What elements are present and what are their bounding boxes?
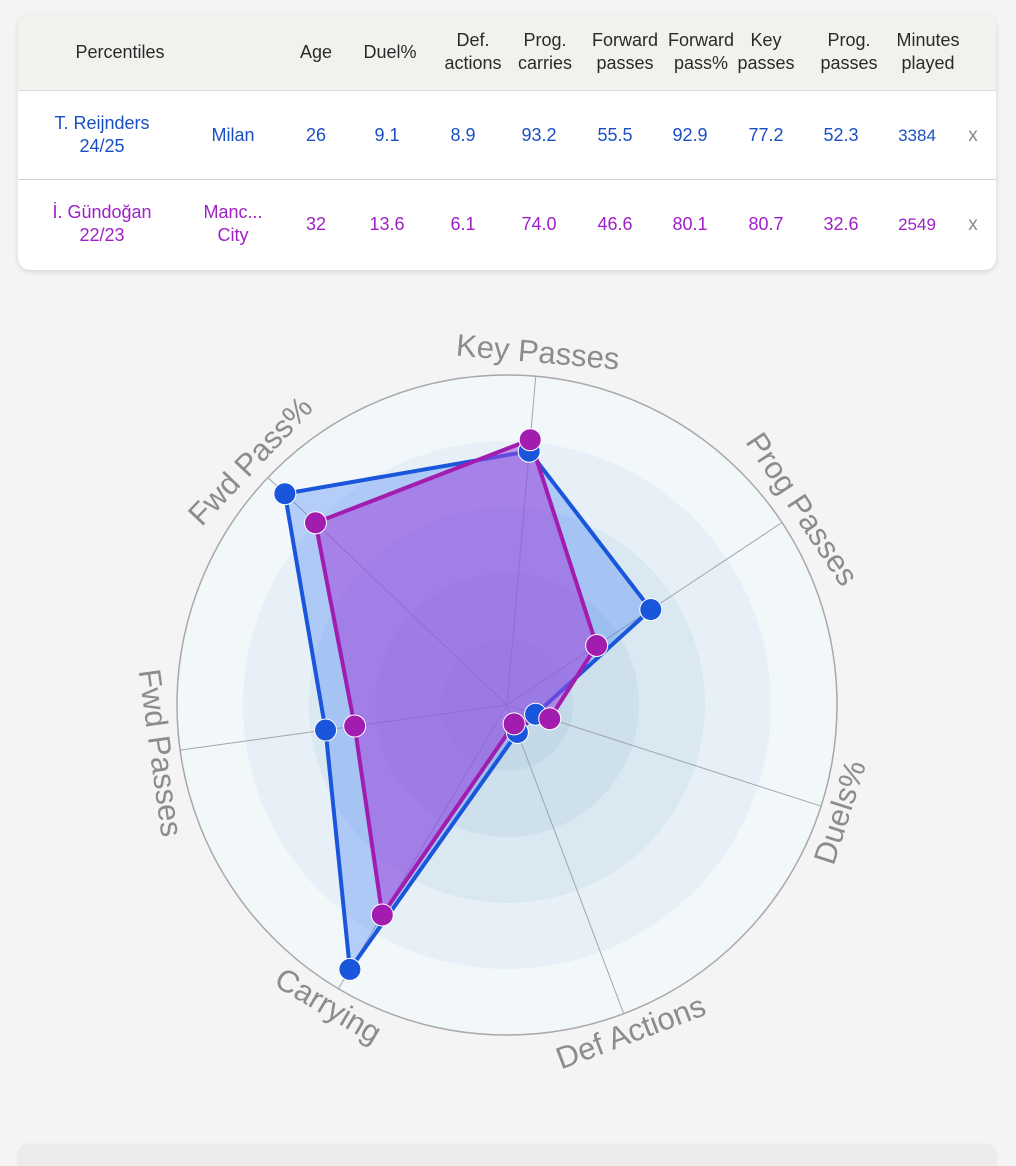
- radar-point: [639, 598, 663, 622]
- header-def-actions: Def. actions: [444, 30, 502, 73]
- radar-point: [502, 712, 526, 736]
- prog-passes-value: 32.6: [823, 213, 859, 234]
- remove-player-button[interactable]: x: [968, 124, 978, 146]
- header-prog-carries: Prog. carries: [517, 30, 573, 73]
- radar-point: [518, 428, 542, 452]
- table-row: T. Reijnders 24/25 Milan 26 9.1 8.9 93.2…: [18, 91, 996, 180]
- def-actions-value: 8.9: [450, 124, 476, 145]
- club-name: Manc... City: [203, 202, 263, 245]
- forward-passes-value: 55.5: [597, 124, 633, 145]
- radar-point: [538, 707, 562, 731]
- duel-value: 13.6: [369, 213, 405, 234]
- radar-axis-line: [506, 704, 625, 1014]
- header-minutes-played: Minutes played: [896, 30, 960, 73]
- radar-point: [370, 903, 394, 927]
- forward-passes-value: 46.6: [597, 213, 633, 234]
- forward-pass-pct-value: 92.9: [672, 124, 708, 145]
- forward-pass-pct-value: 80.1: [672, 213, 708, 234]
- header-duel: Duel%: [363, 41, 417, 62]
- radar-point: [585, 634, 609, 658]
- header-forward-passes: Forward passes: [591, 30, 659, 73]
- radar-point: [343, 714, 367, 738]
- header-percentiles: Percentiles: [75, 41, 165, 62]
- radar-outline: [176, 374, 838, 1036]
- age-value: 32: [305, 213, 327, 234]
- minutes-played-value: 2549: [898, 214, 936, 234]
- duel-value: 9.1: [374, 124, 400, 145]
- age-value: 26: [305, 124, 327, 145]
- table-header: Percentiles Age Duel% Def. actions Prog.…: [18, 14, 996, 91]
- player-name[interactable]: T. Reijnders 24/25: [54, 113, 150, 156]
- prog-carries-value: 74.0: [521, 213, 557, 234]
- club-name: Milan: [211, 124, 255, 145]
- key-passes-value: 80.7: [748, 213, 784, 234]
- header-age: Age: [299, 41, 333, 62]
- header-key-passes: Key passes: [737, 30, 795, 73]
- next-card: [18, 1146, 996, 1166]
- radar-axis-label: Key Passes: [455, 327, 621, 376]
- radar-point: [273, 482, 297, 506]
- key-passes-value: 77.2: [748, 124, 784, 145]
- radar-point: [314, 718, 338, 742]
- radar-point: [338, 957, 362, 981]
- radar-point: [303, 511, 327, 535]
- remove-player-button[interactable]: x: [968, 213, 978, 235]
- prog-carries-value: 93.2: [521, 124, 557, 145]
- player-name[interactable]: İ. Gündoğan 22/23: [52, 202, 152, 245]
- def-actions-value: 6.1: [450, 213, 476, 234]
- minutes-played-value: 3384: [898, 125, 936, 145]
- table-row: İ. Gündoğan 22/23 Manc... City 32 13.6 6…: [18, 180, 996, 268]
- radar-series-area: [313, 437, 599, 917]
- header-forward-pass-pct: Forward pass%: [667, 30, 735, 73]
- comparison-table: Percentiles Age Duel% Def. actions Prog.…: [18, 14, 996, 270]
- header-prog-passes: Prog. passes: [820, 30, 878, 73]
- prog-passes-value: 52.3: [823, 124, 859, 145]
